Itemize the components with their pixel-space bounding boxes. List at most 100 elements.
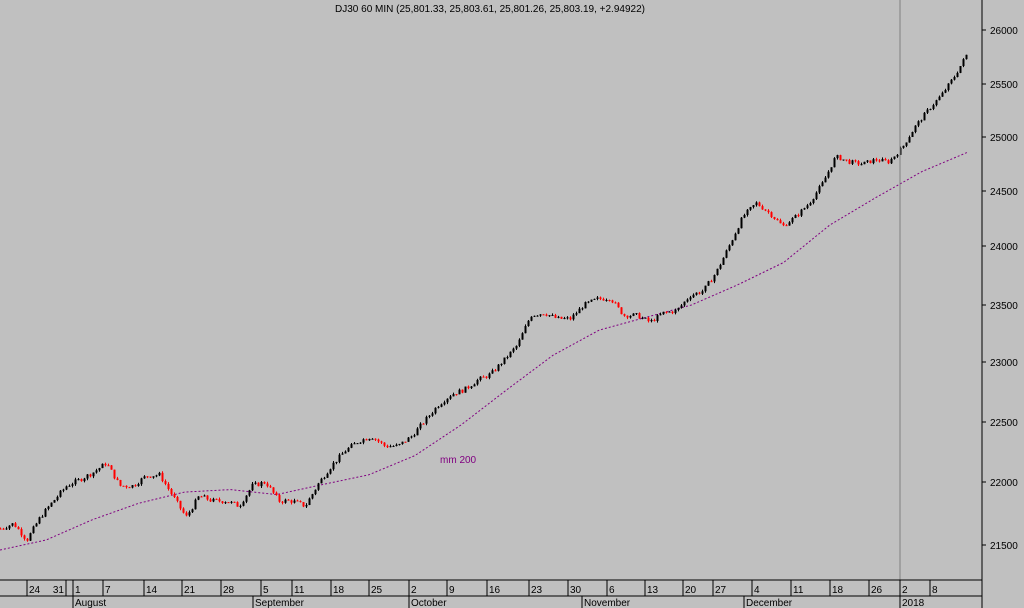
candle-body bbox=[614, 302, 617, 304]
candle-body bbox=[188, 512, 191, 516]
candle-body bbox=[110, 465, 113, 470]
candle-body bbox=[602, 298, 605, 301]
candle-body bbox=[470, 386, 473, 389]
candle-body bbox=[23, 535, 26, 539]
candle-body bbox=[776, 218, 779, 221]
candle-body bbox=[461, 389, 464, 393]
candle-body bbox=[506, 357, 509, 359]
candle-body bbox=[164, 481, 167, 484]
candle-body bbox=[692, 294, 695, 298]
candle-body bbox=[5, 528, 8, 530]
candle-body bbox=[950, 79, 953, 84]
candle-body bbox=[641, 317, 644, 319]
candle-body bbox=[500, 363, 503, 365]
candle-body bbox=[548, 315, 551, 317]
x-day-label: 24 bbox=[29, 585, 41, 596]
candle-body bbox=[452, 394, 455, 397]
candle-body bbox=[362, 439, 365, 443]
candle-body bbox=[296, 500, 299, 502]
candle-body bbox=[437, 406, 440, 408]
candle-body bbox=[56, 496, 59, 501]
candle-body bbox=[467, 386, 470, 389]
candle-body bbox=[134, 485, 137, 487]
candle-body bbox=[875, 159, 878, 161]
candle-body bbox=[218, 499, 221, 502]
candle-body bbox=[431, 413, 434, 416]
candle-body bbox=[524, 326, 527, 334]
x-day-label: 30 bbox=[570, 585, 582, 596]
x-day-label: 11 bbox=[793, 585, 804, 596]
candle-body bbox=[806, 205, 809, 209]
candle-body bbox=[539, 314, 542, 316]
candle-body bbox=[605, 300, 608, 302]
candle-body bbox=[89, 474, 92, 477]
candle-body bbox=[926, 109, 929, 113]
candle-body bbox=[662, 311, 665, 315]
candle-body bbox=[620, 307, 623, 315]
candle-body bbox=[443, 402, 446, 405]
candle-body bbox=[344, 451, 347, 454]
candle-body bbox=[179, 500, 182, 509]
candle-body bbox=[824, 177, 827, 183]
candle-body bbox=[551, 315, 554, 317]
candle-body bbox=[557, 316, 560, 318]
candle-body bbox=[683, 301, 686, 306]
x-day-label: 1 bbox=[75, 585, 81, 596]
candle-body bbox=[674, 309, 677, 314]
candle-body bbox=[722, 257, 725, 265]
candle-body bbox=[878, 160, 881, 162]
x-day-label: 16 bbox=[489, 585, 501, 596]
candle-body bbox=[392, 446, 395, 448]
candle-body bbox=[572, 314, 575, 320]
candle-body bbox=[575, 313, 578, 315]
x-month-label: September bbox=[255, 598, 305, 608]
candle-body bbox=[125, 485, 128, 488]
candle-body bbox=[803, 208, 806, 210]
candle-body bbox=[410, 436, 413, 438]
candle-body bbox=[593, 298, 596, 300]
candle-body bbox=[800, 209, 803, 216]
candle-body bbox=[653, 320, 656, 322]
candle-body bbox=[149, 476, 152, 478]
candle-body bbox=[71, 484, 74, 486]
candle-body bbox=[962, 59, 965, 67]
candle-body bbox=[368, 438, 371, 441]
candle-body bbox=[569, 317, 572, 320]
x-day-label: 6 bbox=[609, 585, 615, 596]
x-month-label: August bbox=[75, 598, 106, 608]
candle-body bbox=[254, 482, 257, 484]
x-day-label: 20 bbox=[685, 585, 697, 596]
x-month-label: December bbox=[746, 598, 793, 608]
candle-body bbox=[791, 217, 794, 223]
candle-body bbox=[929, 108, 932, 110]
candle-body bbox=[836, 155, 839, 159]
candle-body bbox=[656, 315, 659, 322]
candle-body bbox=[812, 199, 815, 204]
candle-body bbox=[158, 472, 161, 476]
candle-body bbox=[890, 158, 893, 164]
candle-body bbox=[290, 500, 293, 503]
x-day-label: 4 bbox=[754, 585, 760, 596]
candle-body bbox=[398, 444, 401, 446]
candle-body bbox=[767, 210, 770, 213]
candle-body bbox=[92, 472, 95, 477]
candle-body bbox=[731, 240, 734, 246]
candle-body bbox=[647, 317, 650, 322]
candle-body bbox=[782, 223, 785, 226]
candle-body bbox=[197, 496, 200, 500]
candle-body bbox=[242, 501, 245, 506]
candle-body bbox=[323, 477, 326, 479]
candle-body bbox=[725, 250, 728, 258]
candle-body bbox=[830, 167, 833, 172]
candle-body bbox=[695, 292, 698, 295]
candle-body bbox=[38, 517, 41, 524]
candle-body bbox=[959, 66, 962, 73]
candle-body bbox=[935, 100, 938, 106]
candle-body bbox=[596, 297, 599, 299]
candle-body bbox=[386, 445, 389, 448]
candle-body bbox=[401, 441, 404, 445]
candle-body bbox=[554, 315, 557, 318]
candle-body bbox=[626, 315, 629, 318]
candle-body bbox=[383, 442, 386, 446]
candle-body bbox=[965, 54, 968, 60]
